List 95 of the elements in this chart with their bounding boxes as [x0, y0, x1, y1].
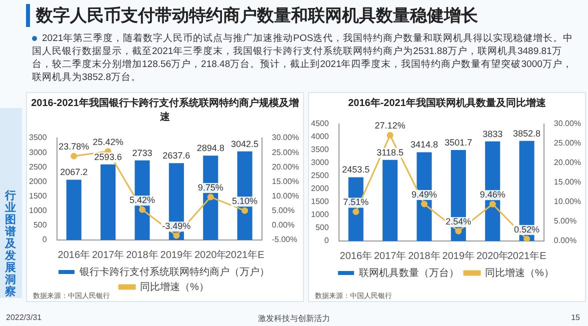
point [207, 194, 214, 200]
data-label: 9.46% [480, 190, 506, 200]
data-label: -3.49% [162, 221, 191, 232]
bar [100, 164, 116, 240]
y2-tick-label: 25.00% [554, 138, 582, 148]
y2-tick-label: 5.00% [554, 216, 577, 226]
y-tick-label: 3500 [311, 145, 330, 154]
y-tick-label: 500 [315, 223, 330, 232]
y-tick-label: 0 [42, 235, 48, 244]
y2-tick-label: 30.00% [554, 119, 582, 128]
chart-title: 2016-2021年我国银行卡跨行支付系统联网特约商户规模及增速 [30, 96, 300, 124]
data-label: 25.42% [92, 136, 124, 147]
y2-tick-label: 20.00% [272, 162, 300, 172]
x-tick-label: 2019年 [442, 250, 475, 262]
data-label: 9.75% [198, 182, 224, 192]
point [138, 206, 146, 213]
y-tick-label: 2500 [311, 171, 330, 180]
y-tick-label: 1500 [29, 191, 48, 200]
text: 2022/3/31 [6, 313, 42, 322]
data-label: 7.51% [343, 197, 369, 208]
data-label: 23.78% [58, 142, 90, 152]
data-label: 0.52% [514, 224, 540, 234]
y2-tick-label: 15.00% [554, 178, 582, 187]
bar [382, 160, 398, 241]
y-tick-label: 2000 [311, 184, 330, 194]
y-tick-label: 4000 [311, 132, 330, 142]
y2-tick-label: -5.00% [272, 235, 298, 244]
data-label: 9.49% [411, 189, 438, 200]
text: 激发科技与创新活力 [258, 314, 330, 323]
data-label: 2733 [132, 148, 152, 158]
y2-tick-label: 20.00% [554, 158, 582, 168]
point [173, 232, 180, 239]
x-tick-label: 2019年 [160, 248, 193, 261]
data-label: 2593.6 [94, 152, 122, 162]
y-tick-label: 1000 [311, 210, 330, 220]
legend-label: 联网机具数量（万台） [359, 266, 460, 279]
x-tick-label: 2016年 [58, 248, 90, 261]
bar [66, 180, 82, 240]
point [70, 152, 78, 160]
data-label: 3852.8 [513, 128, 541, 138]
data-label: 5.42% [129, 195, 156, 206]
data-label: 2067.2 [60, 167, 88, 178]
y-tick-label: 1000 [29, 206, 48, 216]
text: 15 [571, 313, 580, 322]
point [386, 132, 394, 138]
y2-tick-label: 0.00% [272, 220, 295, 230]
data-label: 2637.6 [162, 150, 190, 161]
y2-tick-label: 25.00% [272, 148, 300, 157]
y2-tick-label: 10.00% [272, 191, 300, 200]
data-label: 5.10% [232, 196, 258, 206]
x-tick-label: 2017年 [92, 248, 124, 261]
y-tick-label: 500 [33, 220, 48, 230]
point [455, 228, 462, 234]
data-label: 3042.5 [231, 138, 259, 149]
x-tick-label: 2016年 [340, 250, 372, 262]
y2-tick-label: 30.00% [272, 133, 300, 142]
data-label: 27.12% [374, 120, 406, 131]
y2-tick-label: 5.00% [272, 206, 295, 216]
x-tick-label: 2021年E [507, 250, 547, 262]
chart-title: 2016年-2021年我国联网机具数量及同比增速 [347, 96, 547, 110]
data-label: 3501.7 [444, 137, 472, 148]
point [352, 208, 360, 215]
y-tick-label: 4500 [311, 119, 330, 128]
legend-label: 同比增速（%） [140, 280, 209, 293]
point [420, 200, 428, 208]
x-tick-label: 2020年 [194, 248, 227, 261]
x-tick-label: 2021年E [225, 248, 265, 261]
y-tick-label: 1500 [311, 197, 330, 206]
x-tick-label: 2018年 [408, 250, 440, 262]
y-tick-label: 2500 [29, 162, 48, 172]
data-label: 3118.5 [376, 147, 404, 158]
data-label: 3833 [482, 128, 503, 139]
y-tick-label: 3000 [311, 158, 330, 168]
y2-tick-label: 0.00% [554, 236, 577, 246]
x-tick-label: 2017年 [374, 250, 406, 262]
y-tick-label: 2000 [29, 176, 48, 186]
data-label: 2453.5 [342, 164, 370, 175]
data-label: 2.54% [446, 216, 472, 227]
legend-label: 银行卡跨行支付系统联网特约商户（万户） [78, 266, 270, 278]
y-tick-label: 3500 [29, 133, 48, 142]
point [489, 200, 496, 208]
text: 行业图谱及发展洞察 [5, 190, 16, 298]
point [242, 207, 248, 214]
x-tick-label: 2020年 [476, 250, 509, 262]
legend-label: 同比增速（%） [485, 266, 554, 279]
y2-tick-label: 15.00% [272, 176, 300, 186]
y2-tick-label: 10.00% [554, 197, 582, 206]
data-label: 2894.8 [196, 143, 224, 154]
text: 2021年第三季度，随着数字人民币的试点与推广加速推动POS迭代，我国特约商户数量和联网机具得以实现稳健增长。中国人民银行数据显示，截至2021年三季度末，我国银行卡跨行支付系统联网特约商户为2531.88万户，联网机具3489.81万台，较二季度末分别增加128.56万户，218.48万台。预计，截止到2021年四季度末，我国特约商户数量有望突破3000万户，联网机具为3852.8万台。 [32, 33, 574, 83]
text: 数字人民币支付带动特约商户数量和联网机具数量稳健增长 [26, 4, 478, 27]
y-tick-label: 0 [324, 236, 330, 246]
point [524, 236, 530, 241]
x-tick-label: 2018年 [126, 248, 158, 261]
y-tick-label: 3000 [29, 148, 48, 157]
data-label: 3414.8 [410, 140, 438, 150]
